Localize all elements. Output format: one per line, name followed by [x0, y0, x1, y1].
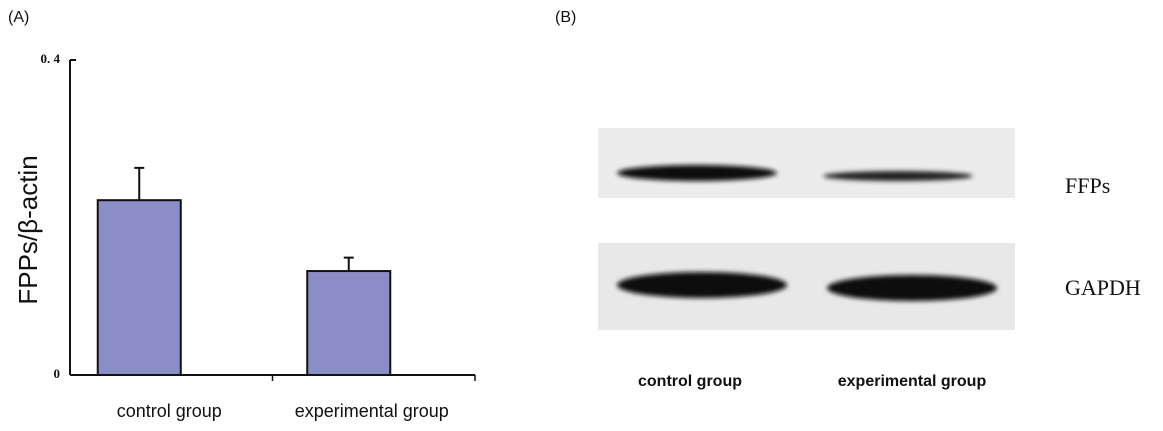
y-axis-label: FPPs/β-actin [13, 155, 43, 304]
y-tick-label: 0 [54, 366, 61, 381]
figure: (A) (B) FPPs/β-actin FFPs GAPDH control … [0, 0, 1163, 431]
x-tick-label: control group [117, 401, 222, 421]
x-tick-label: experimental group [295, 401, 449, 421]
panel-label: (B) [555, 9, 576, 26]
y-tick-label: 0. 4 [41, 51, 61, 66]
band [827, 275, 997, 301]
western-blot: FFPs GAPDH control group experimental gr… [598, 128, 1141, 390]
band-label: FFPs [1065, 173, 1110, 198]
bar [307, 271, 390, 375]
error-bar [134, 168, 144, 200]
band [823, 171, 973, 181]
blot-strip [598, 128, 1015, 198]
band-label: GAPDH [1065, 275, 1141, 300]
lane-label: experimental group [838, 373, 987, 390]
band [617, 272, 787, 298]
lane-label: control group [638, 373, 742, 390]
band [617, 165, 777, 181]
bar [98, 200, 181, 375]
error-bar [344, 258, 354, 271]
panel-label: (A) [8, 9, 29, 26]
